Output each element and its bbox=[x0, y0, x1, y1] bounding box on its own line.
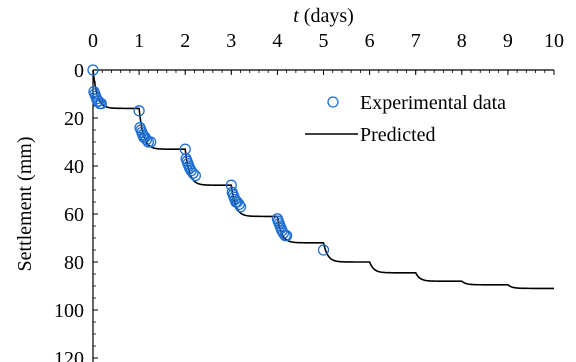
y-tick-label: 60 bbox=[64, 204, 84, 226]
x-axis-title: t (days) bbox=[293, 5, 354, 27]
y-tick-label: 120 bbox=[54, 348, 84, 362]
predicted-line-path bbox=[92, 69, 554, 290]
y-tick-labels: 0 20 40 60 80 100 120 bbox=[54, 60, 84, 362]
experimental-point bbox=[277, 227, 290, 239]
x-tick-label: 6 bbox=[365, 30, 375, 52]
axes bbox=[92, 69, 555, 362]
predicted-series bbox=[92, 69, 554, 290]
experimental-point bbox=[233, 198, 245, 211]
x-tick-label: 2 bbox=[180, 30, 190, 52]
experimental-point bbox=[92, 95, 105, 107]
x-tick-label: 4 bbox=[272, 30, 282, 52]
experimental-point bbox=[187, 167, 199, 179]
y-tick-label: 20 bbox=[64, 108, 84, 130]
legend-label-experimental: Experimental data bbox=[360, 92, 506, 114]
legend-label-predicted: Predicted bbox=[360, 124, 436, 146]
x-tick-label: 3 bbox=[226, 30, 236, 52]
experimental-point bbox=[95, 97, 107, 110]
experimental-point bbox=[280, 229, 293, 242]
legend-marker-experimental bbox=[327, 96, 339, 108]
x-tick-label: 9 bbox=[503, 30, 513, 52]
y-tick-label: 40 bbox=[64, 156, 84, 178]
experimental-series bbox=[87, 64, 330, 256]
y-tick-label: 100 bbox=[54, 300, 84, 322]
experimental-point bbox=[189, 169, 201, 182]
experimental-point bbox=[87, 64, 99, 76]
legend: Experimental data Predicted bbox=[305, 92, 506, 146]
experimental-point bbox=[144, 136, 157, 148]
experimental-point bbox=[317, 244, 330, 256]
x-axis-title-rest: (days) bbox=[299, 5, 354, 27]
x-tick-label: 10 bbox=[544, 30, 564, 52]
x-tick-label: 8 bbox=[457, 30, 467, 52]
experimental-point bbox=[133, 105, 145, 117]
x-tick-label: 7 bbox=[411, 30, 421, 52]
x-tick-label: 5 bbox=[319, 30, 329, 52]
experimental-point bbox=[234, 201, 247, 213]
y-axis-title: Settlement (mm) bbox=[14, 137, 36, 272]
x-axis-title-italic: t bbox=[293, 5, 299, 27]
y-tick-label: 0 bbox=[74, 60, 84, 82]
x-tick-label: 0 bbox=[88, 30, 98, 52]
y-tick-label: 80 bbox=[64, 252, 84, 274]
x-tick-label: 1 bbox=[134, 30, 144, 52]
x-tick-labels: 0 1 2 3 4 5 6 7 8 9 10 bbox=[88, 30, 564, 52]
